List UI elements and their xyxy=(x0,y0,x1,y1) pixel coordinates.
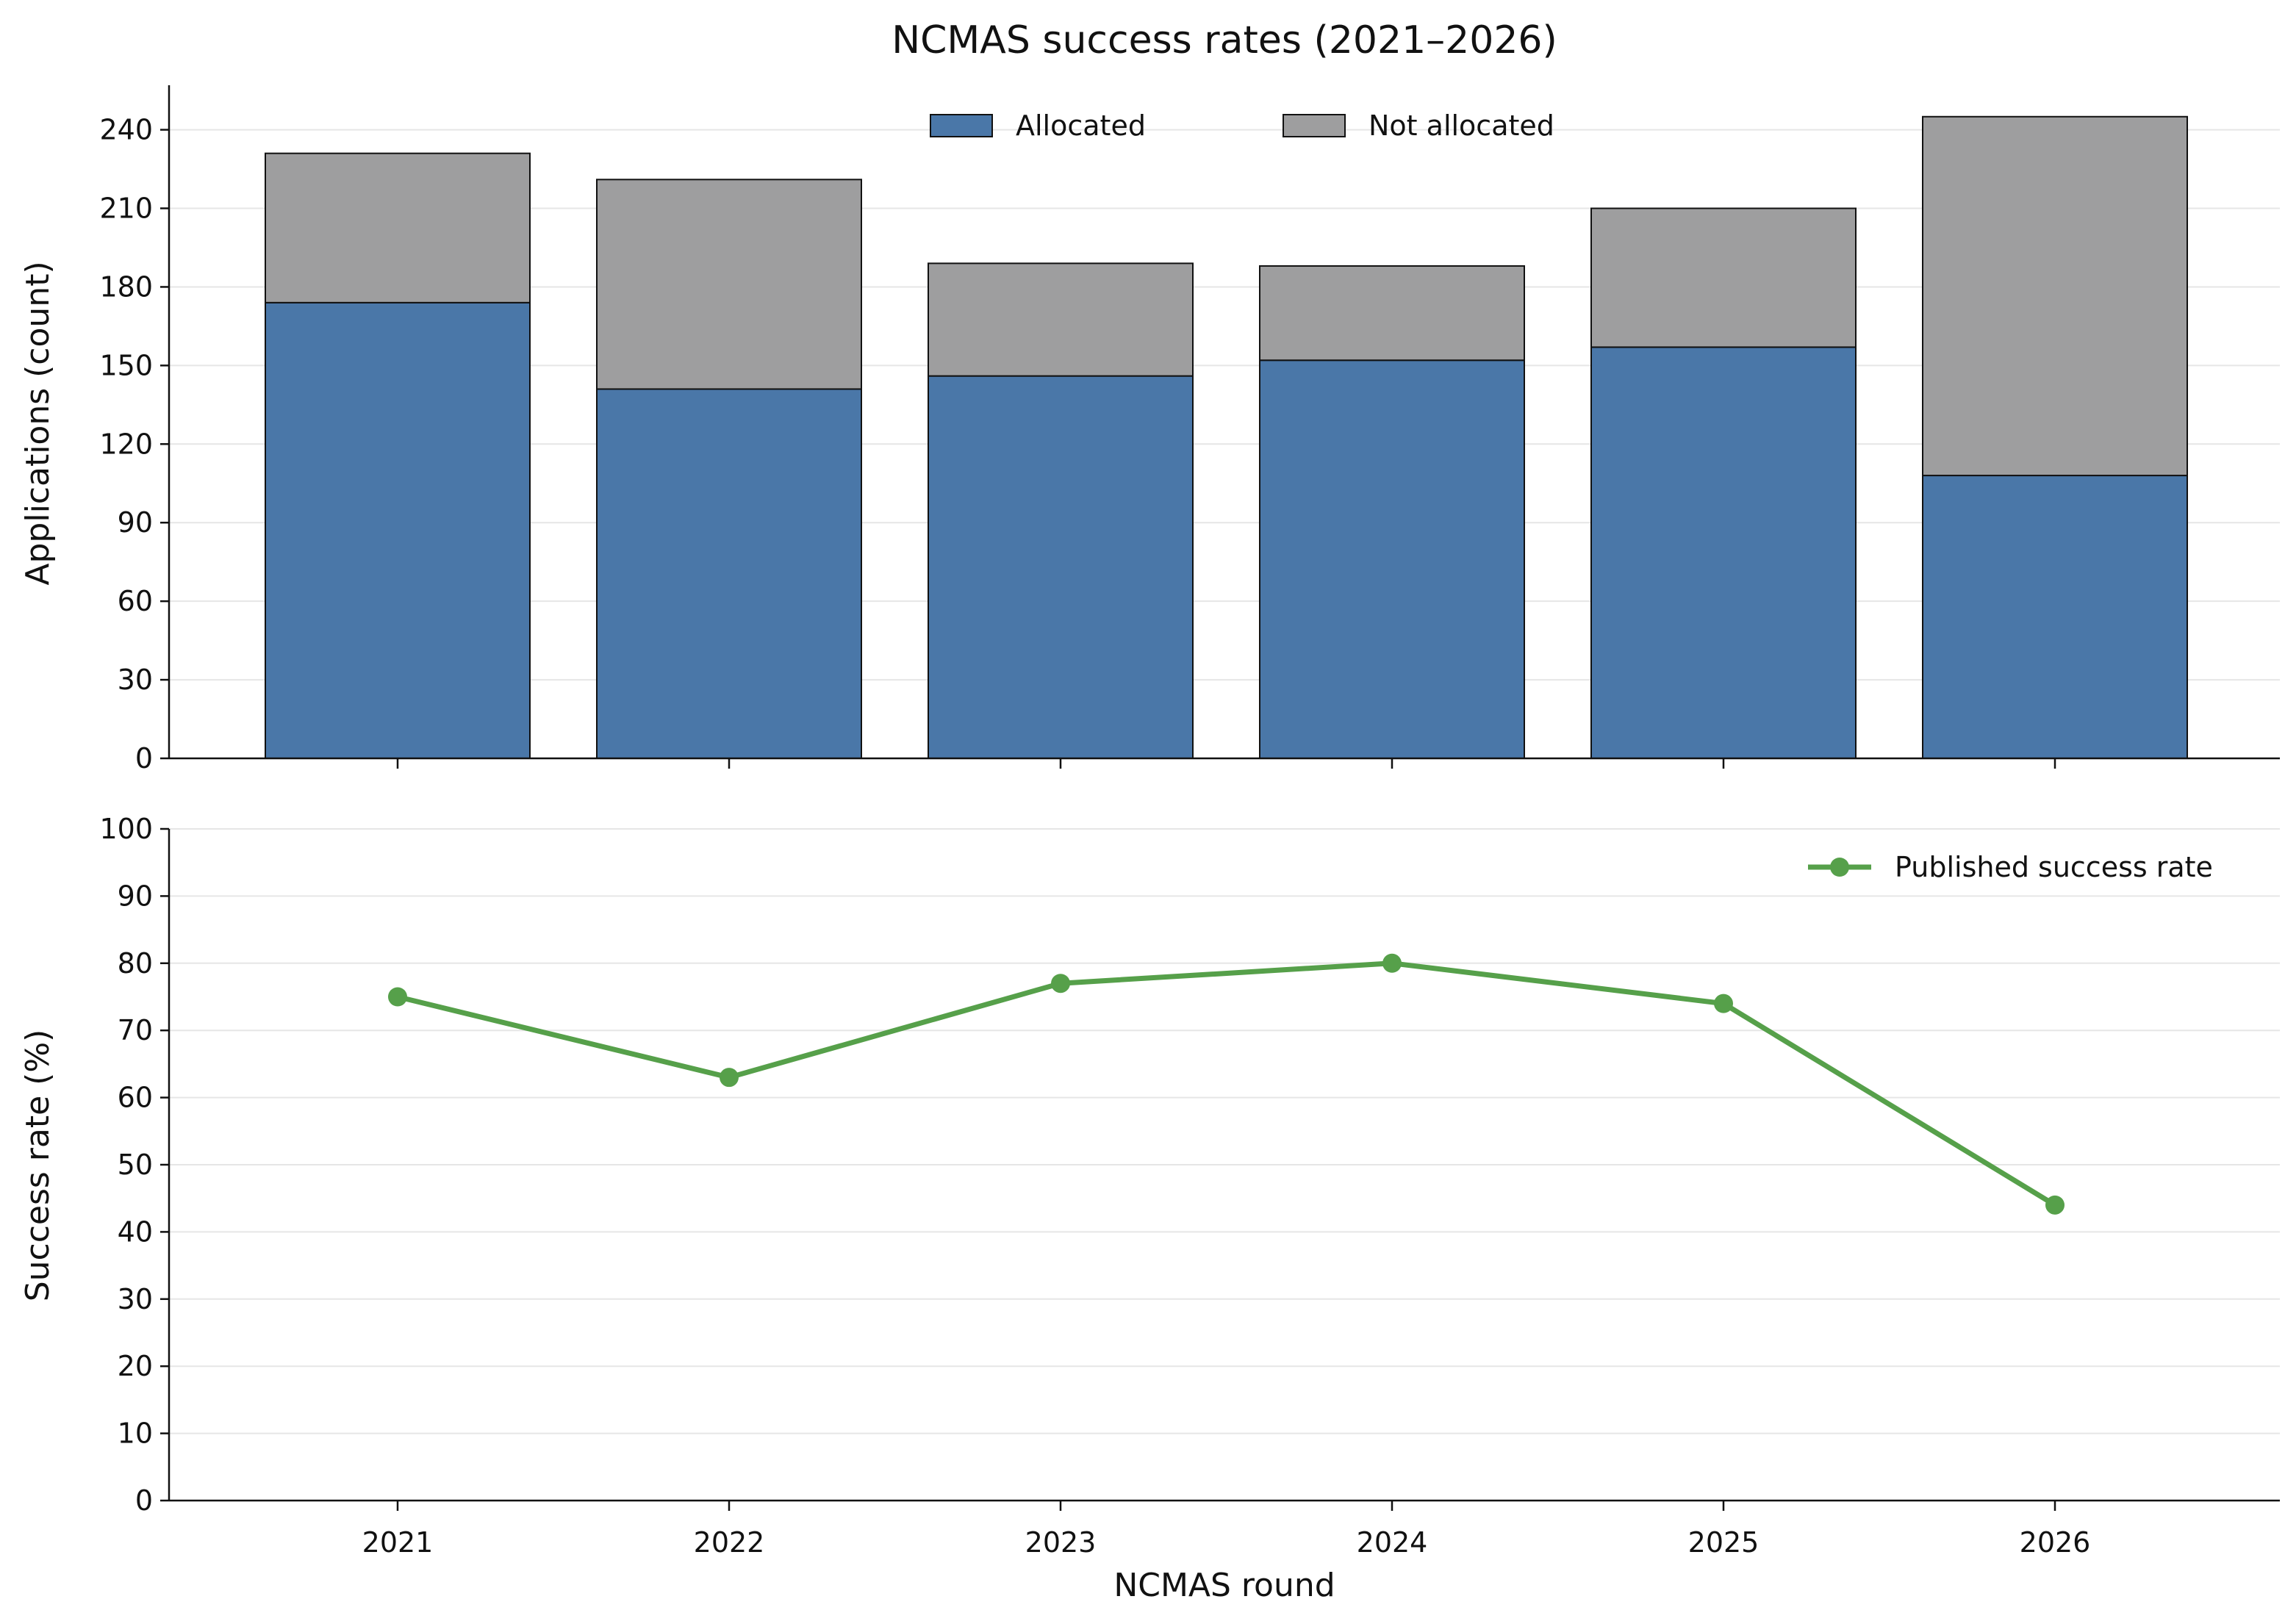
line-chart-y-tick-label: 90 xyxy=(118,880,153,912)
bar-chart-y-axis-label: Applications (count) xyxy=(19,261,57,585)
success-rate-line xyxy=(395,960,2058,1208)
bar-allocated-2026 xyxy=(1922,475,2188,759)
bar-chart-panel: 0 30 60 90 120 150 180 210 240 Applications (cou… xyxy=(19,85,2280,775)
line-chart-y-tick-label: 80 xyxy=(118,947,153,980)
x-axis-label: NCMAS round xyxy=(1113,1567,1335,1604)
bar-not-allocated-2025 xyxy=(1590,207,1857,348)
line-chart-y-tick-label: 40 xyxy=(118,1215,153,1248)
line-chart-gridlines xyxy=(169,828,2280,1434)
bar-chart-y-tick-label: 180 xyxy=(99,270,153,303)
bar-not-allocated-2022 xyxy=(596,179,862,390)
bar-chart-legend: Allocated Not allocated xyxy=(930,109,1554,142)
legend-label-not-allocated: Not allocated xyxy=(1369,109,1554,142)
bar-chart-axes: 0 30 60 90 120 150 180 210 240 xyxy=(99,85,2280,775)
bar-chart-y-tick-label: 0 xyxy=(135,742,153,775)
line-chart-y-tick-label: 60 xyxy=(118,1082,153,1114)
bar-chart-y-tick-label: 150 xyxy=(99,349,153,381)
success-rate-point-2025 xyxy=(1714,994,1733,1013)
success-rate-point-2022 xyxy=(720,1068,739,1088)
line-chart-y-tick-label: 50 xyxy=(118,1149,153,1181)
success-rate-point-2021 xyxy=(388,987,407,1007)
x-tick-label-2026: 2026 xyxy=(2020,1526,2091,1559)
legend-label-published-success-rate: Published success rate xyxy=(1895,851,2213,883)
x-tick-label-2024: 2024 xyxy=(1357,1526,1428,1559)
line-chart-y-tick-label: 20 xyxy=(118,1350,153,1382)
legend-label-allocated: Allocated xyxy=(1016,109,1146,142)
line-chart-y-tick-label: 10 xyxy=(118,1418,153,1450)
x-tick-label-2021: 2021 xyxy=(362,1526,434,1559)
bar-allocated-2021 xyxy=(265,301,531,759)
bar-allocated-2023 xyxy=(928,375,1194,759)
bar-allocated-2022 xyxy=(596,388,862,759)
bar-chart-y-tick-label: 240 xyxy=(99,114,153,146)
bar-not-allocated-2026 xyxy=(1922,115,2188,477)
bar-chart-y-tick-label: 60 xyxy=(118,585,153,617)
line-chart-panel: 0 10 20 30 40 50 60 70 80 90 100 2021 2022 2023 2024 20… xyxy=(19,813,2280,1604)
x-tick-label-2022: 2022 xyxy=(694,1526,765,1559)
bar-chart-y-tick-label: 210 xyxy=(99,193,153,225)
success-rate-point-2026 xyxy=(2045,1195,2065,1215)
success-rate-point-2023 xyxy=(1051,974,1070,994)
chart-title: NCMAS success rates (2021–2026) xyxy=(892,18,1557,62)
bar-allocated-2024 xyxy=(1259,359,1525,759)
bar-chart-bars xyxy=(265,115,2188,759)
line-chart-axes: 0 10 20 30 40 50 60 70 80 90 100 2021 2022 2023 2024 20… xyxy=(99,813,2280,1559)
line-chart-legend: Published success rate xyxy=(1808,851,2213,883)
line-chart-y-tick-label: 30 xyxy=(118,1283,153,1315)
line-chart-y-axis-label: Success rate (%) xyxy=(19,1030,57,1302)
legend-swatch-not-allocated xyxy=(1283,114,1346,137)
line-chart-y-tick-label: 0 xyxy=(135,1484,153,1517)
legend-swatch-allocated xyxy=(930,114,993,137)
bar-not-allocated-2021 xyxy=(265,152,531,303)
line-chart-y-tick-label: 70 xyxy=(118,1014,153,1046)
bar-chart-y-tick-label: 120 xyxy=(99,428,153,460)
line-chart-y-tick-label: 100 xyxy=(99,813,153,845)
success-rate-point-2024 xyxy=(1382,953,1402,973)
bar-chart-y-tick-label: 90 xyxy=(118,506,153,539)
bar-chart-y-tick-label: 30 xyxy=(118,664,153,696)
line-chart-series xyxy=(388,953,2065,1215)
x-tick-label-2023: 2023 xyxy=(1025,1526,1097,1559)
bar-not-allocated-2023 xyxy=(928,262,1194,377)
bar-not-allocated-2024 xyxy=(1259,265,1525,362)
x-tick-label-2025: 2025 xyxy=(1688,1526,1760,1559)
legend-marker-published-success-rate xyxy=(1830,858,1849,877)
bar-allocated-2025 xyxy=(1590,346,1857,759)
